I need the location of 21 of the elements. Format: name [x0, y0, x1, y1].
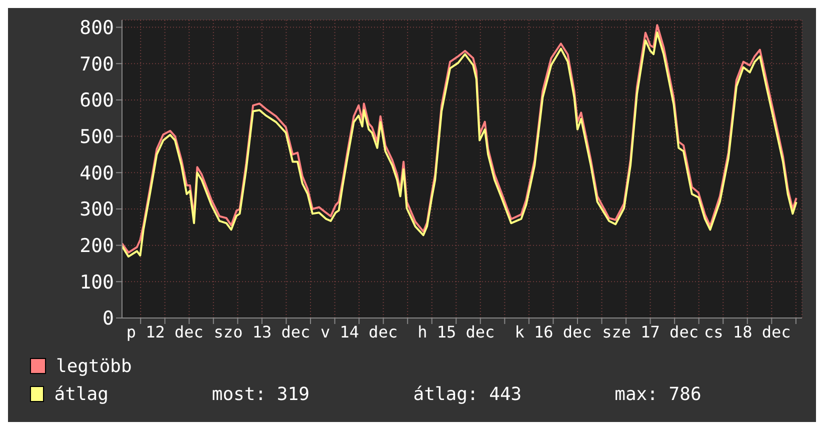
y-tick-label: 500	[80, 126, 114, 148]
y-tick-label: 300	[80, 198, 114, 221]
y-tick-label: 0	[102, 308, 114, 330]
y-tick-label: 700	[80, 53, 114, 76]
y-tick-label: 200	[80, 235, 114, 258]
y-tick-label: 600	[80, 90, 114, 112]
text: átlag: 443	[413, 384, 523, 404]
x-tick-label: cs 18 dec	[704, 322, 791, 342]
legend-label: legtöbb	[56, 356, 133, 376]
x-tick-label: szo 13 dec	[214, 322, 310, 342]
x-tick-label: p 12 dec	[126, 322, 204, 342]
text: max: 786	[614, 384, 702, 404]
x-tick-label: v 14 dec	[320, 322, 398, 342]
x-tick-label: h 15 dec	[418, 322, 495, 342]
y-tick-label: 100	[80, 271, 114, 294]
x-tick-label: sze 17 dec	[602, 322, 698, 342]
text: most: 319	[212, 384, 310, 404]
y-tick-label: 400	[80, 162, 114, 184]
y-tick-label: 800	[80, 17, 114, 40]
x-tick-label: k 16 dec	[514, 322, 592, 342]
legend-label: átlag	[54, 384, 110, 404]
